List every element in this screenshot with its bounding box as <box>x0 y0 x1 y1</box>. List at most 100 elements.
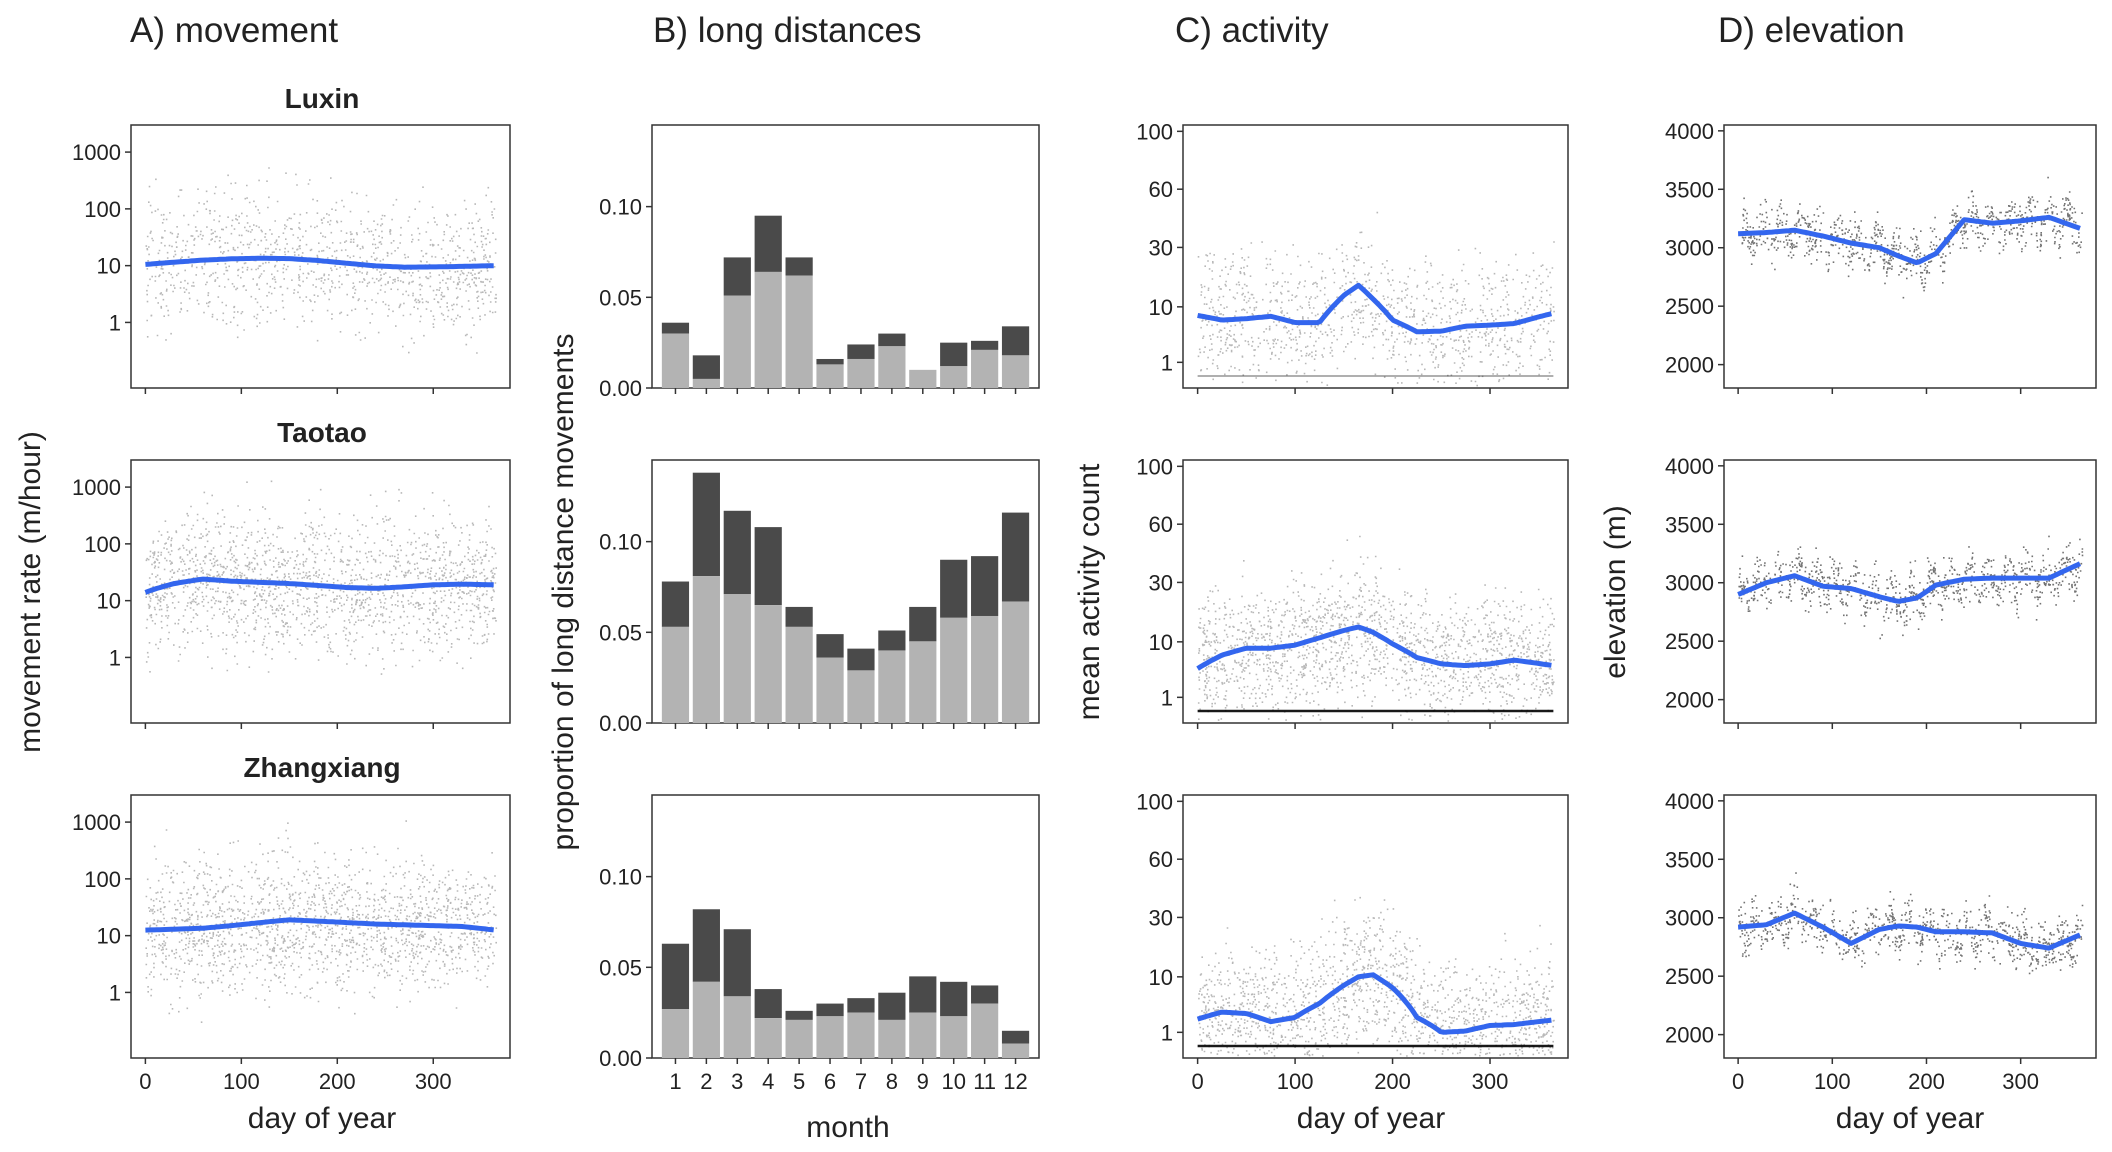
y-axis-label-d: elevation (m) <box>1599 505 1632 678</box>
bar-dark <box>816 358 844 365</box>
bar-light <box>692 576 720 723</box>
bar-dark <box>940 342 968 367</box>
panel-b-taotao: 0.00 0.05 0.10 <box>599 459 1040 736</box>
bar-dark <box>816 634 844 658</box>
bar-dark <box>785 257 813 276</box>
panel-c-luxin: 1 10 30 60 100 <box>1136 119 1569 394</box>
bar-dark <box>971 340 999 350</box>
x-tick-label: 100 <box>1277 1069 1314 1094</box>
y-tick-label: 100 <box>84 532 121 557</box>
y-tick-label: 100 <box>1136 789 1173 814</box>
y-tick-label: 4000 <box>1665 454 1714 479</box>
x-tick-label: 300 <box>415 1069 452 1094</box>
bar-dark <box>971 556 999 616</box>
y-tick-label: 10 <box>1149 630 1173 655</box>
point-cloud <box>1739 176 2083 299</box>
x-tick-label: 0 <box>1191 1069 1203 1094</box>
panel-a-taotao: 1 10 100 1000 <box>72 459 511 729</box>
bar-light <box>878 1019 906 1058</box>
bar-light <box>847 670 875 723</box>
bar-dark <box>940 981 968 1017</box>
bar-light <box>940 617 968 723</box>
bar-light <box>940 1016 968 1058</box>
panel-frame <box>1723 124 2097 389</box>
y-tick-label: 2000 <box>1665 688 1714 713</box>
bar-light <box>1001 1043 1030 1058</box>
bar-light <box>754 1018 782 1058</box>
bar-dark <box>692 909 720 982</box>
x-tick-label: 300 <box>2002 1069 2039 1094</box>
bar-light <box>723 594 751 723</box>
y-tick-label: 0.05 <box>599 285 642 310</box>
smooth-line <box>145 917 494 933</box>
x-axis-label-c: day of year <box>1297 1102 1445 1135</box>
y-tick-label: 0.10 <box>599 195 642 220</box>
bar-dark <box>878 333 906 347</box>
bar-dark <box>847 648 875 671</box>
y-tick-label: 2000 <box>1665 1023 1714 1048</box>
bar-dark <box>1001 1030 1030 1044</box>
y-tick-label: 10 <box>97 924 121 949</box>
x-tick-label: 200 <box>1908 1069 1945 1094</box>
bar-light <box>723 295 751 388</box>
bar-light <box>971 615 999 723</box>
panel-d-luxin: 2000 2500 3000 3500 4000 <box>1665 119 2097 394</box>
bar-dark <box>661 581 690 627</box>
bar-dark <box>878 630 906 651</box>
y-tick-label: 2500 <box>1665 964 1714 989</box>
panel-a-luxin: 1 10 100 1000 <box>72 124 511 394</box>
bar-dark <box>754 527 782 606</box>
x-tick-label: 2 <box>700 1069 712 1094</box>
smooth-line <box>1737 910 2081 951</box>
bar-light <box>847 358 875 388</box>
smooth-line <box>1196 972 1552 1035</box>
y-tick-label: 2000 <box>1665 353 1714 378</box>
y-tick-label: 3000 <box>1665 571 1714 596</box>
y-axis-label-c: mean activity count <box>1073 463 1106 720</box>
y-tick-label: 3500 <box>1665 177 1714 202</box>
y-tick-label: 10 <box>1149 295 1173 320</box>
panel-d-zhangxiang: 2000 2500 3000 3500 4000 0 100 200 300 <box>1665 789 2097 1094</box>
y-tick-label: 1000 <box>72 810 121 835</box>
y-tick-label: 30 <box>1149 235 1173 260</box>
y-tick-label: 30 <box>1149 570 1173 595</box>
bar-dark <box>878 992 906 1020</box>
x-tick-label: 5 <box>793 1069 805 1094</box>
x-tick-label: 9 <box>917 1069 929 1094</box>
smooth-line <box>145 255 494 270</box>
column-title-c: C) activity <box>1175 11 1329 50</box>
x-axis-label-d: day of year <box>1836 1102 1984 1135</box>
y-tick-label: 0.10 <box>599 530 642 555</box>
panel-b-luxin: 0.00 0.05 0.10 <box>599 124 1040 401</box>
column-title-d: D) elevation <box>1718 11 1905 50</box>
y-tick-label: 0.05 <box>599 955 642 980</box>
bar-light <box>1001 601 1030 723</box>
y-tick-label: 1 <box>1161 1020 1173 1045</box>
smooth-line <box>144 576 494 595</box>
y-tick-label: 60 <box>1149 177 1173 202</box>
y-tick-label: 100 <box>84 197 121 222</box>
x-tick-label: 10 <box>941 1069 965 1094</box>
smooth-line <box>1197 282 1552 335</box>
bar-light <box>785 626 813 723</box>
y-tick-label: 0.00 <box>599 376 642 401</box>
y-tick-label: 1 <box>109 310 121 335</box>
bar-dark <box>909 976 937 1013</box>
y-tick-label: 2500 <box>1665 629 1714 654</box>
smooth-line <box>1196 624 1552 671</box>
bar-dark <box>847 998 875 1013</box>
y-tick-label: 60 <box>1149 847 1173 872</box>
point-cloud <box>1197 211 1555 387</box>
y-tick-label: 100 <box>1136 119 1173 144</box>
x-tick-label: 300 <box>1472 1069 1509 1094</box>
bar-light <box>847 1012 875 1058</box>
panel-c-zhangxiang: 1 10 30 60 100 0 100 200 300 <box>1136 789 1569 1094</box>
panel-a-zhangxiang: 1 10 100 1000 0 100 200 300 <box>72 794 511 1094</box>
bar-dark <box>661 943 690 1010</box>
bar-dark <box>661 322 690 334</box>
bar-dark <box>692 472 720 577</box>
y-tick-label: 4000 <box>1665 119 1714 144</box>
x-tick-label: 11 <box>973 1069 996 1094</box>
y-axis-label-a: movement rate (m/hour) <box>14 431 47 753</box>
